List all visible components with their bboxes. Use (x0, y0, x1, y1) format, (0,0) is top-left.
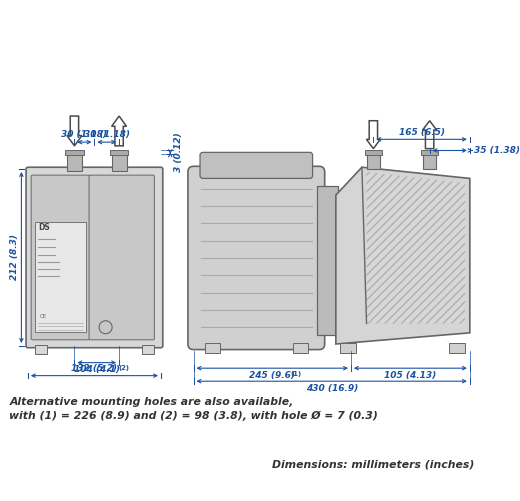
Bar (365, 150, 382, 155)
Polygon shape (336, 167, 470, 344)
Text: (2): (2) (118, 365, 129, 371)
Text: Dimensions: millimeters (inches): Dimensions: millimeters (inches) (272, 460, 474, 470)
Text: 3 (0.12): 3 (0.12) (174, 132, 183, 172)
Text: 132 (5.2): 132 (5.2) (71, 364, 118, 373)
Text: 30 (1.18): 30 (1.18) (61, 130, 108, 139)
Bar (423, 154, 436, 169)
Bar (67, 154, 82, 171)
Bar (35, 345, 46, 354)
Bar (317, 186, 337, 335)
Bar (367, 154, 380, 169)
Text: 104 (4.1): 104 (4.1) (74, 365, 120, 374)
Bar (341, 343, 356, 353)
Bar (112, 154, 126, 171)
Text: 30 (1.18): 30 (1.18) (84, 130, 130, 139)
FancyBboxPatch shape (31, 175, 90, 340)
Text: 212 (8.3): 212 (8.3) (9, 234, 19, 281)
Text: DS: DS (38, 223, 50, 232)
Bar (293, 343, 308, 353)
Bar (110, 150, 128, 155)
Polygon shape (112, 116, 126, 146)
Text: CE: CE (40, 314, 47, 319)
Polygon shape (367, 172, 465, 324)
FancyBboxPatch shape (200, 152, 313, 178)
Text: 105 (4.13): 105 (4.13) (384, 371, 436, 380)
FancyBboxPatch shape (89, 175, 154, 340)
FancyBboxPatch shape (188, 166, 324, 350)
Text: 35 (1.38): 35 (1.38) (474, 146, 519, 155)
Bar (65, 150, 84, 155)
Text: 165 (6.5): 165 (6.5) (399, 128, 445, 137)
Bar (142, 345, 153, 354)
Bar (449, 343, 465, 353)
FancyBboxPatch shape (26, 167, 163, 348)
Text: 430 (16.9): 430 (16.9) (306, 384, 358, 393)
FancyBboxPatch shape (35, 222, 86, 332)
Text: 245 (9.6): 245 (9.6) (249, 371, 295, 380)
Text: Alternative mounting holes are also available,: Alternative mounting holes are also avai… (9, 397, 294, 407)
Bar (205, 343, 219, 353)
Bar (421, 150, 438, 155)
Text: with (1) = 226 (8.9) and (2) = 98 (3.8), with hole Ø = 7 (0.3): with (1) = 226 (8.9) and (2) = 98 (3.8),… (9, 410, 378, 421)
Polygon shape (423, 121, 437, 149)
Polygon shape (67, 116, 82, 146)
Polygon shape (367, 121, 380, 149)
Text: (1): (1) (291, 371, 302, 377)
